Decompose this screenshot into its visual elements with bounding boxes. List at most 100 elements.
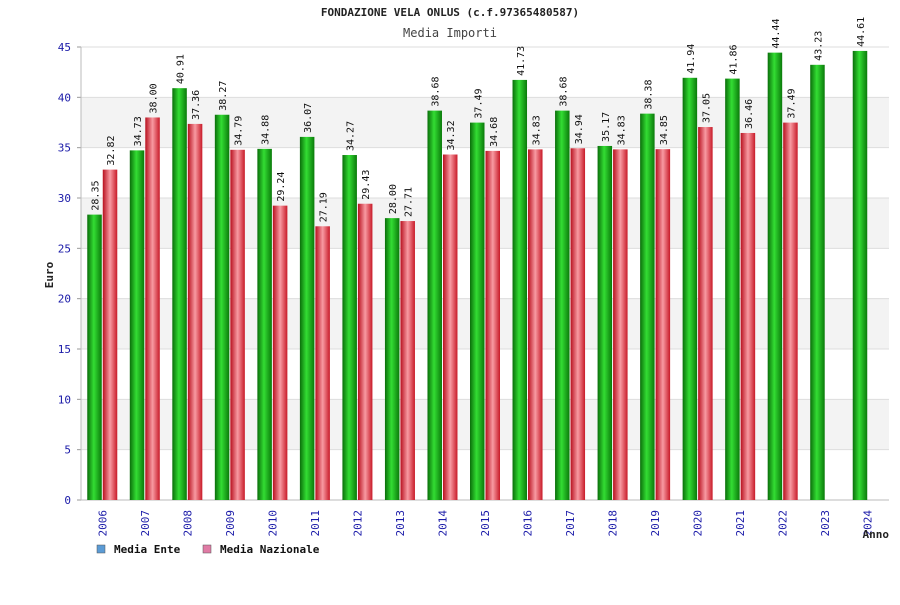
y-tick-label: 35 bbox=[58, 142, 71, 155]
y-tick-label: 0 bbox=[64, 494, 71, 507]
data-label: 34.88 bbox=[261, 115, 272, 145]
bars bbox=[87, 50, 868, 501]
data-label: 34.73 bbox=[133, 116, 144, 146]
data-label: 38.38 bbox=[643, 80, 654, 110]
data-label: 34.83 bbox=[531, 115, 542, 145]
bar-media-ente bbox=[555, 110, 570, 500]
bar-media-nazionale bbox=[613, 149, 628, 501]
data-label: 27.71 bbox=[404, 187, 415, 217]
bar-media-ente bbox=[384, 218, 400, 500]
bar-media-nazionale bbox=[357, 203, 373, 500]
x-tick-label: 2015 bbox=[479, 510, 492, 537]
x-axis-label: Anno bbox=[863, 528, 890, 541]
bar-media-nazionale bbox=[272, 205, 288, 500]
x-tick-label: 2016 bbox=[522, 510, 535, 537]
x-tick-label: 2008 bbox=[181, 510, 194, 537]
bar-media-ente bbox=[299, 136, 315, 501]
y-tick-label: 5 bbox=[64, 444, 71, 457]
legend-label-media-nazionale: Media Nazionale bbox=[220, 543, 320, 556]
data-label: 34.68 bbox=[489, 117, 500, 147]
bar-media-nazionale bbox=[655, 149, 671, 500]
data-label: 38.27 bbox=[218, 81, 229, 111]
y-tick-label: 25 bbox=[58, 242, 71, 255]
bar-media-ente bbox=[767, 52, 783, 501]
data-label: 38.00 bbox=[149, 83, 160, 113]
data-label: 37.49 bbox=[473, 88, 484, 118]
bar-media-ente bbox=[682, 77, 698, 500]
bar-media-ente bbox=[725, 78, 740, 500]
x-tick-label: 2007 bbox=[139, 510, 152, 537]
data-label: 29.24 bbox=[276, 172, 287, 202]
bar-media-ente bbox=[427, 110, 442, 500]
x-tick-label: 2023 bbox=[819, 510, 832, 537]
data-label: 29.43 bbox=[361, 170, 372, 200]
bar-media-nazionale bbox=[570, 148, 586, 500]
data-label: 37.36 bbox=[191, 90, 202, 120]
bar-media-ente bbox=[512, 79, 528, 500]
legend: Media Ente Media Nazionale bbox=[96, 543, 320, 556]
bar-media-ente bbox=[172, 88, 187, 500]
data-label: 44.44 bbox=[771, 19, 782, 49]
bar-media-nazionale bbox=[442, 154, 458, 500]
data-label: 35.17 bbox=[601, 112, 612, 142]
data-label: 36.46 bbox=[744, 99, 755, 129]
data-label: 34.85 bbox=[659, 115, 670, 145]
x-tick-label: 2019 bbox=[649, 510, 662, 537]
data-label: 44.61 bbox=[856, 17, 867, 47]
x-tick-label: 2024 bbox=[862, 510, 875, 537]
data-labels: 28.35 32.82 34.73 38.00 40.91 37.36 38.27 34.79… bbox=[91, 17, 867, 222]
x-tick-label: 2006 bbox=[96, 510, 109, 537]
data-label: 27.19 bbox=[319, 192, 330, 222]
data-label: 34.94 bbox=[574, 114, 585, 144]
chart-subtitle: Media Importi bbox=[403, 26, 497, 40]
data-label: 34.32 bbox=[446, 120, 457, 150]
legend-swatch-media-nazionale bbox=[202, 544, 212, 554]
data-label: 41.86 bbox=[728, 44, 739, 74]
chart-title: FONDAZIONE VELA ONLUS (c.f.97365480587) bbox=[321, 6, 579, 19]
bar-media-ente bbox=[597, 145, 613, 501]
bar-media-ente bbox=[342, 155, 357, 501]
data-label: 37.49 bbox=[786, 88, 797, 118]
data-label: 41.94 bbox=[686, 44, 697, 74]
x-tick-label: 2021 bbox=[734, 510, 747, 537]
bar-media-nazionale bbox=[783, 122, 798, 500]
x-tick-label: 2011 bbox=[309, 510, 322, 537]
bar-media-nazionale bbox=[400, 221, 415, 500]
bar-media-ente bbox=[129, 150, 145, 500]
y-tick-label: 10 bbox=[58, 393, 71, 406]
data-label: 28.00 bbox=[388, 184, 399, 214]
x-tick-label: 2020 bbox=[692, 510, 705, 537]
data-label: 37.05 bbox=[701, 93, 712, 123]
data-label: 34.27 bbox=[346, 121, 357, 151]
x-tick-label: 2018 bbox=[607, 510, 620, 537]
bar-media-nazionale bbox=[698, 127, 713, 500]
data-label: 40.91 bbox=[176, 54, 187, 84]
data-label: 34.83 bbox=[616, 115, 627, 145]
y-tick-label: 20 bbox=[58, 293, 71, 306]
bar-media-ente bbox=[852, 50, 868, 501]
bar-media-ente bbox=[640, 113, 655, 501]
bar-media-nazionale bbox=[102, 169, 118, 500]
data-label: 34.79 bbox=[234, 116, 245, 146]
y-tick-label: 30 bbox=[58, 192, 71, 205]
bar-media-nazionale bbox=[740, 132, 756, 500]
y-tick-label: 40 bbox=[58, 91, 71, 104]
y-tick-label: 15 bbox=[58, 343, 71, 356]
y-tick-label: 45 bbox=[58, 41, 71, 54]
data-label: 36.07 bbox=[303, 103, 314, 133]
bar-media-ente bbox=[214, 114, 230, 501]
legend-swatch-media-ente bbox=[96, 544, 106, 554]
bar-media-nazionale bbox=[230, 149, 245, 500]
data-label: 41.73 bbox=[516, 46, 527, 76]
bar-media-ente bbox=[87, 214, 102, 501]
x-tick-label: 2012 bbox=[351, 510, 364, 537]
data-label: 38.68 bbox=[558, 77, 569, 107]
x-tick-label: 2022 bbox=[777, 510, 790, 537]
bar-media-ente bbox=[470, 122, 485, 500]
x-tick-label: 2009 bbox=[224, 510, 237, 537]
x-tick-label: 2010 bbox=[266, 510, 279, 537]
x-tick-label: 2017 bbox=[564, 510, 577, 537]
bar-media-nazionale bbox=[528, 149, 543, 501]
bar-media-nazionale bbox=[315, 226, 330, 500]
